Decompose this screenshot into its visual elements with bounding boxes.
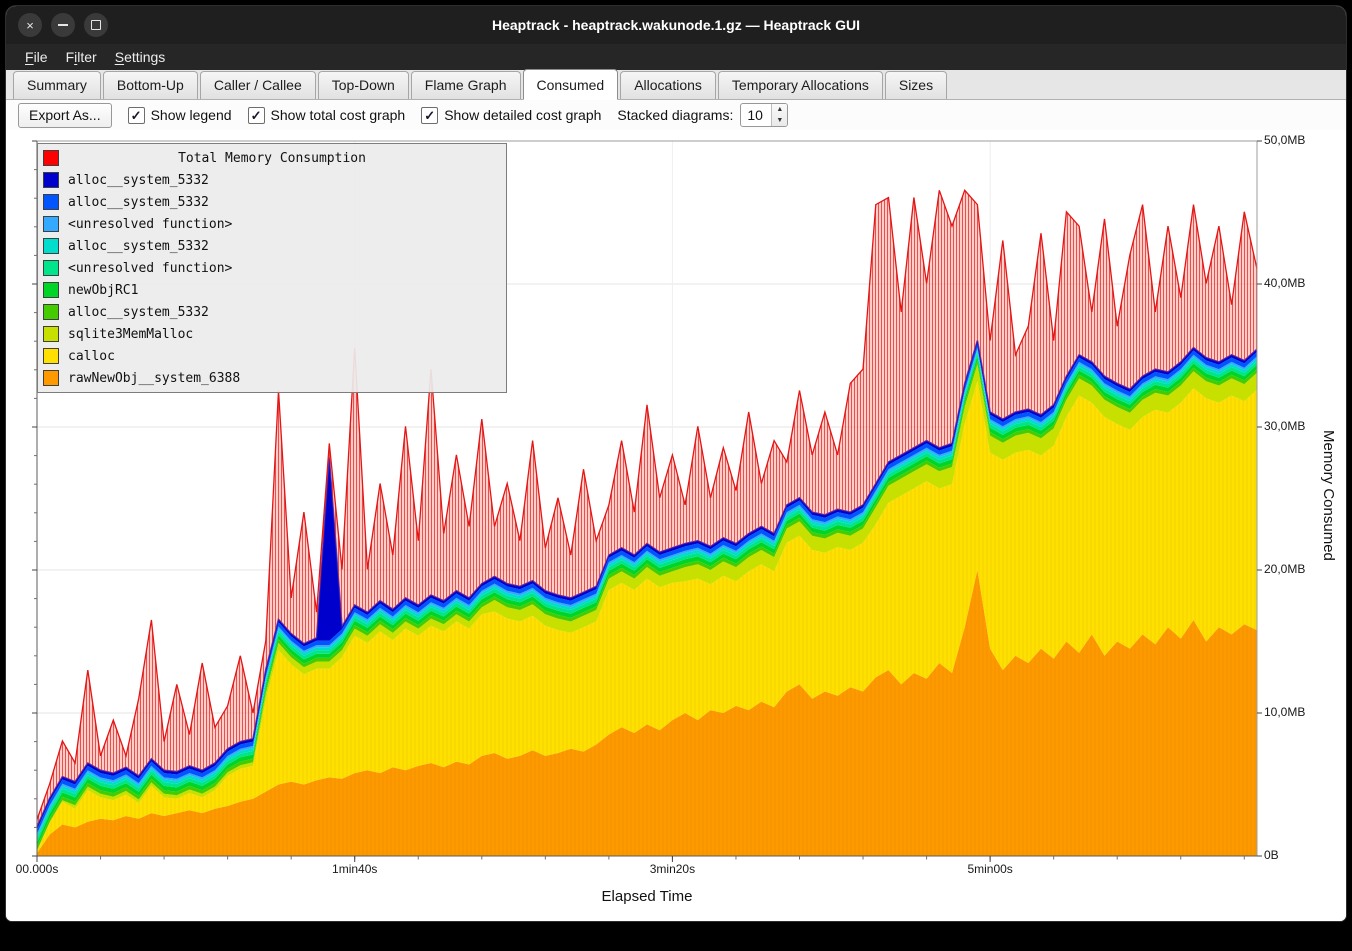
close-icon: × [26, 19, 34, 32]
show-detailed-cost-graph-checkbox[interactable]: ✓ Show detailed cost graph [421, 107, 601, 124]
stacked-diagrams-group: Stacked diagrams: 10 ▲ ▼ [617, 103, 788, 127]
legend-swatch [43, 260, 59, 276]
legend-swatch [43, 216, 59, 232]
legend-swatch [43, 304, 59, 320]
legend-label: rawNewObj__system_6388 [68, 371, 240, 386]
stacked-diagrams-spinbox[interactable]: 10 ▲ ▼ [740, 103, 788, 127]
legend-item: <unresolved function> [43, 213, 501, 235]
spin-down-button[interactable]: ▼ [772, 115, 787, 126]
legend-swatch [43, 348, 59, 364]
x-tick-label: 1min40s [332, 862, 377, 876]
tab-temporary-allocations[interactable]: Temporary Allocations [718, 71, 883, 99]
checkbox-label: Show detailed cost graph [444, 107, 601, 123]
tab-summary[interactable]: Summary [13, 71, 101, 99]
legend-swatch [43, 172, 59, 188]
legend-swatch [43, 326, 59, 342]
toolbar: Export As... ✓ Show legend ✓ Show total cos… [6, 100, 1346, 130]
show-legend-checkbox[interactable]: ✓ Show legend [128, 107, 232, 124]
x-tick-label: 5min00s [967, 862, 1012, 876]
legend-label: newObjRC1 [68, 283, 138, 298]
minimize-button[interactable] [51, 13, 75, 37]
stacked-diagrams-label: Stacked diagrams: [617, 107, 733, 123]
window-controls: × [18, 13, 108, 37]
tab-bottom-up[interactable]: Bottom-Up [103, 71, 198, 99]
tab-flame-graph[interactable]: Flame Graph [411, 71, 521, 99]
titlebar: × Heaptrack - heaptrack.wakunode.1.gz — … [6, 6, 1346, 44]
y-tick-label: 20,0MB [1264, 562, 1328, 576]
menu-filter[interactable]: Filter [57, 46, 106, 68]
tab-caller-callee[interactable]: Caller / Callee [200, 71, 316, 99]
legend-label: alloc__system_5332 [68, 305, 209, 320]
legend-item: alloc__system_5332 [43, 301, 501, 323]
heaptrack-window: × Heaptrack - heaptrack.wakunode.1.gz — … [6, 6, 1346, 921]
legend-label: sqlite3MemMalloc [68, 327, 193, 342]
y-tick-label: 10,0MB [1264, 705, 1328, 719]
checkbox-label: Show legend [151, 107, 232, 123]
legend-item: alloc__system_5332 [43, 191, 501, 213]
checkbox-box: ✓ [128, 107, 145, 124]
stacked-diagrams-value: 10 [741, 104, 771, 126]
tab-top-down[interactable]: Top-Down [318, 71, 409, 99]
legend-item: <unresolved function> [43, 257, 501, 279]
legend-item: calloc [43, 345, 501, 367]
y-tick-label: 40,0MB [1264, 276, 1328, 290]
legend-label: <unresolved function> [68, 261, 232, 276]
spin-up-button[interactable]: ▲ [772, 104, 787, 115]
legend-swatch [43, 370, 59, 386]
checkbox-box: ✓ [248, 107, 265, 124]
y-tick-label: 30,0MB [1264, 419, 1328, 433]
menubar: FileFilterSettings [6, 44, 1346, 70]
legend-swatch [43, 194, 59, 210]
legend-label: alloc__system_5332 [68, 239, 209, 254]
legend-title-row: Total Memory Consumption [43, 147, 501, 169]
chart-area: Total Memory Consumption alloc__system_53… [6, 130, 1346, 921]
maximize-button[interactable] [84, 13, 108, 37]
checkbox-box: ✓ [421, 107, 438, 124]
show-total-cost-graph-checkbox[interactable]: ✓ Show total cost graph [248, 107, 406, 124]
x-axis-title: Elapsed Time [602, 888, 693, 905]
minimize-icon [58, 24, 68, 26]
menu-settings[interactable]: Settings [106, 46, 175, 68]
legend-item: rawNewObj__system_6388 [43, 367, 501, 389]
y-axis-title: Memory Consumed [1320, 430, 1337, 561]
export-as-button[interactable]: Export As... [18, 103, 112, 128]
legend-swatch [43, 150, 59, 166]
y-tick-label: 50,0MB [1264, 133, 1328, 147]
x-tick-label: 3min20s [650, 862, 695, 876]
legend-item: alloc__system_5332 [43, 235, 501, 257]
menu-file[interactable]: File [16, 46, 57, 68]
tab-sizes[interactable]: Sizes [885, 71, 947, 99]
legend-swatch [43, 238, 59, 254]
window-title: Heaptrack - heaptrack.wakunode.1.gz — He… [6, 17, 1346, 33]
x-tick-label: 00.000s [16, 862, 59, 876]
spinner-buttons: ▲ ▼ [771, 104, 787, 126]
legend-label: calloc [68, 349, 115, 364]
legend-label: alloc__system_5332 [68, 195, 209, 210]
legend-item: newObjRC1 [43, 279, 501, 301]
close-button[interactable]: × [18, 13, 42, 37]
legend-label: alloc__system_5332 [68, 173, 209, 188]
tab-consumed[interactable]: Consumed [523, 69, 619, 100]
legend-label: <unresolved function> [68, 217, 232, 232]
checkbox-label: Show total cost graph [271, 107, 406, 123]
tab-allocations[interactable]: Allocations [620, 71, 716, 99]
y-tick-label: 0B [1264, 848, 1328, 862]
legend-label: Total Memory Consumption [68, 151, 476, 166]
toolbar-checkboxes: ✓ Show legend ✓ Show total cost graph ✓ Show … [128, 107, 602, 124]
legend-item: sqlite3MemMalloc [43, 323, 501, 345]
legend-item: alloc__system_5332 [43, 169, 501, 191]
chart-legend: Total Memory Consumption alloc__system_53… [37, 143, 507, 393]
legend-swatch [43, 282, 59, 298]
maximize-icon [91, 20, 101, 30]
tab-bar: SummaryBottom-UpCaller / CalleeTop-DownF… [6, 70, 1346, 100]
